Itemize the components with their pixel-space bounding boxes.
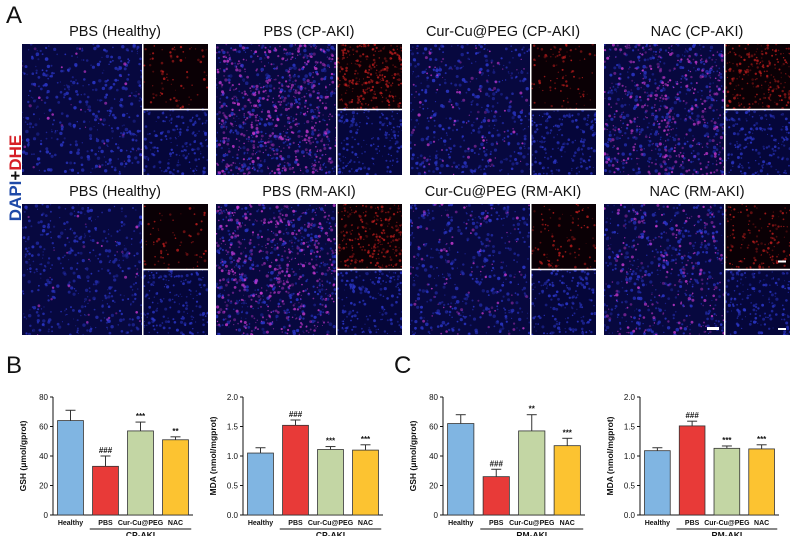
significance-label: ### — [289, 410, 303, 419]
x-tick-label: NAC — [358, 520, 373, 527]
significance-label: *** — [326, 437, 336, 446]
y-tick-label: 80 — [39, 393, 48, 402]
group-label: CP-AKI — [316, 530, 345, 536]
micrograph-tile — [410, 44, 596, 175]
bar — [162, 439, 189, 516]
scale-bar — [778, 328, 786, 330]
y-axis-label: GSH (μmol/gprot) — [18, 420, 28, 491]
y-axis-label: MDA (nmol/mgprot) — [208, 416, 218, 495]
x-tick-label: NAC — [560, 520, 575, 527]
significance-label: *** — [563, 428, 573, 437]
bar — [127, 430, 154, 516]
y-axis-label: MDA (nmol/mgprot) — [605, 416, 615, 495]
y-tick-label: 40 — [429, 452, 438, 461]
y-tick-label: 60 — [39, 423, 48, 432]
bar — [553, 445, 581, 516]
x-tick-label: Cur-Cu@PEG — [509, 520, 555, 527]
micrograph-title: PBS (CP-AKI) — [263, 24, 355, 40]
y-tick-label: 1.5 — [227, 423, 239, 432]
micrograph-tile — [216, 204, 402, 335]
y-tick-label: 0.5 — [227, 482, 239, 491]
bar — [678, 425, 706, 516]
bar — [247, 452, 274, 516]
bar — [447, 423, 475, 516]
y-axis-label: GSH (μmol/gprot) — [408, 420, 418, 491]
significance-label: *** — [722, 436, 732, 445]
bar — [352, 449, 379, 516]
significance-label: ### — [490, 459, 504, 468]
y-tick-label: 0.5 — [624, 482, 636, 491]
x-tick-label: PBS — [685, 520, 700, 527]
x-tick-label: Healthy — [248, 520, 273, 527]
y-tick-label: 20 — [429, 482, 438, 491]
group-label: CP-AKI — [126, 530, 155, 536]
y-tick-label: 20 — [39, 482, 48, 491]
significance-label: ### — [99, 446, 113, 455]
micrograph-title: NAC (CP-AKI) — [650, 24, 744, 40]
significance-label: ### — [685, 411, 699, 420]
micrograph-title: Cur-Cu@PEG (CP-AKI) — [425, 24, 581, 40]
significance-label: *** — [136, 412, 146, 421]
y-tick-label: 0.0 — [624, 511, 636, 520]
panel-letter-c: C — [394, 352, 412, 379]
bar — [57, 420, 84, 516]
y-tick-label: 0 — [434, 511, 439, 520]
y-tick-label: 40 — [39, 452, 48, 461]
significance-label: ** — [172, 427, 179, 436]
y-tick-label: 1.5 — [624, 423, 636, 432]
bar — [518, 430, 546, 516]
y-tick-label: 1.0 — [624, 452, 636, 461]
scale-bar — [707, 327, 719, 330]
x-tick-label: PBS — [489, 520, 504, 527]
micrograph-tile — [22, 204, 208, 335]
micrograph-tile — [410, 204, 596, 335]
significance-label: *** — [757, 435, 767, 444]
micrograph-tile — [22, 44, 208, 175]
bar — [317, 449, 344, 516]
bar — [713, 447, 741, 516]
y-tick-label: 80 — [429, 393, 438, 402]
panel-letter-a: A — [6, 2, 23, 29]
micrograph-title: PBS (Healthy) — [69, 184, 161, 200]
x-tick-label: PBS — [288, 520, 303, 527]
micrograph-title: NAC (RM-AKI) — [649, 184, 745, 200]
significance-label: *** — [361, 435, 371, 444]
bar — [748, 448, 775, 516]
x-tick-label: PBS — [98, 520, 113, 527]
bar — [282, 424, 309, 516]
y-tick-label: 60 — [429, 423, 438, 432]
x-tick-label: Cur-Cu@PEG — [308, 520, 354, 527]
micrograph-tile — [604, 204, 790, 335]
bar — [482, 476, 510, 516]
y-tick-label: 1.0 — [227, 452, 239, 461]
x-tick-label: Cur-Cu@PEG — [118, 520, 164, 527]
micrograph-title: PBS (RM-AKI) — [262, 184, 356, 200]
bar — [92, 465, 119, 516]
scale-bar — [778, 260, 786, 263]
x-tick-label: Healthy — [58, 520, 83, 527]
x-tick-label: NAC — [168, 520, 183, 527]
y-tick-label: 0.0 — [227, 511, 239, 520]
micrograph-tile — [604, 44, 790, 175]
y-tick-label: 0 — [44, 511, 49, 520]
group-label: RM-AKI — [712, 530, 743, 536]
group-label: RM-AKI — [516, 530, 547, 536]
micrograph-title: Cur-Cu@PEG (RM-AKI) — [424, 184, 582, 200]
y-tick-label: 2.0 — [227, 393, 239, 402]
x-tick-label: NAC — [754, 520, 769, 527]
micrograph-tile — [216, 44, 402, 175]
y-tick-label: 2.0 — [624, 393, 636, 402]
x-tick-label: Cur-Cu@PEG — [704, 520, 750, 527]
bar — [644, 450, 671, 516]
micrograph-title: PBS (Healthy) — [69, 24, 161, 40]
x-tick-label: Healthy — [448, 520, 473, 527]
x-tick-label: Healthy — [645, 520, 670, 527]
panel-letter-b: B — [6, 352, 23, 379]
significance-label: ** — [529, 405, 536, 414]
